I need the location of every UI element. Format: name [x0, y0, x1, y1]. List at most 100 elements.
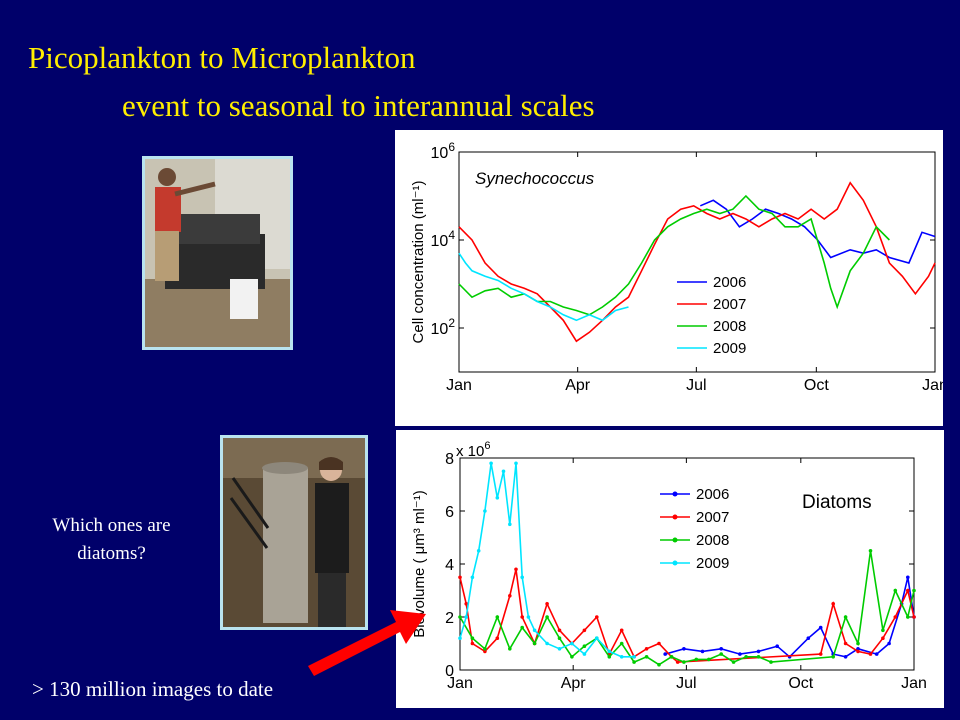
chart-annotation: Diatoms: [802, 492, 872, 513]
series-line-2008: [459, 550, 915, 666]
data-point-2008: [458, 615, 462, 619]
x-tick-label: Apr: [565, 377, 591, 394]
data-point-2008: [682, 660, 686, 664]
data-point-2008: [520, 625, 524, 630]
data-point-2007: [906, 588, 910, 593]
data-point-2007: [893, 615, 898, 619]
data-point-2008: [582, 644, 587, 648]
data-point-2009: [476, 549, 481, 553]
data-point-2009: [532, 628, 537, 633]
data-point-2007: [843, 641, 848, 646]
data-point-2007: [856, 649, 860, 654]
data-point-2009: [570, 641, 574, 646]
data-point-2009: [489, 461, 493, 466]
data-point-2008: [508, 647, 512, 651]
legend-label-2007: 2007: [696, 509, 729, 526]
data-point-2007: [831, 602, 835, 606]
series-line-2007: [459, 569, 915, 663]
data-point-2007: [458, 575, 462, 580]
y-tick-label: 2: [445, 610, 454, 627]
data-point-2008: [669, 655, 674, 659]
instrument-photo-1: [142, 156, 293, 350]
legend-marker-2008: [672, 537, 678, 543]
synechococcus-chart: Jan Apr Jul Oct Jan 102 104 106 Cell concentrati…: [410, 140, 943, 394]
data-point-2007: [495, 636, 500, 640]
series-line-2006: [664, 577, 915, 658]
slide-title-line1: Picoplankton to Microplankton: [28, 40, 416, 75]
data-point-2007: [881, 636, 885, 640]
data-point-2008: [893, 588, 898, 593]
y-tick-label: 102: [431, 316, 456, 338]
data-point-2006: [719, 647, 723, 651]
legend-label-2007: 2007: [713, 296, 746, 313]
data-point-2009: [483, 509, 487, 513]
data-point-2008: [657, 662, 661, 667]
image-count-note: > 130 million images to date: [32, 677, 274, 701]
data-point-2007: [514, 567, 518, 572]
data-point-2009: [470, 575, 475, 580]
data-point-2009: [501, 469, 506, 474]
data-point-2008: [881, 628, 885, 633]
data-point-2008: [906, 615, 910, 619]
data-point-2006: [843, 655, 848, 659]
data-point-2006: [700, 649, 705, 654]
x-tick-label: Jan: [447, 675, 473, 692]
data-point-2008: [619, 641, 624, 646]
data-point-2009: [458, 636, 462, 640]
x-tick-label: Oct: [804, 377, 829, 394]
plot-frame: [458, 151, 936, 373]
red-arrow: [308, 610, 426, 676]
data-point-2007: [818, 652, 823, 656]
data-point-2006: [856, 647, 860, 651]
legend-label-2009: 2009: [713, 340, 746, 357]
data-point-2006: [738, 652, 742, 656]
data-point-2008: [707, 657, 711, 662]
data-point-2008: [532, 641, 537, 646]
data-point-2008: [769, 660, 773, 664]
data-point-2008: [495, 615, 500, 619]
data-point-2007: [595, 615, 599, 619]
data-point-2007: [557, 628, 562, 633]
y-tick-label: 8: [445, 451, 454, 468]
x-tick-label: Jan: [446, 377, 472, 394]
data-point-2008: [632, 660, 636, 664]
data-point-2007: [644, 647, 649, 651]
data-point-2006: [874, 652, 879, 656]
y-multiplier: x 106: [456, 440, 490, 460]
data-point-2009: [545, 641, 549, 646]
series-line-2007: [458, 181, 936, 343]
data-point-2008: [868, 549, 873, 553]
data-point-2006: [663, 652, 667, 656]
data-point-2009: [607, 649, 612, 654]
data-point-2009: [595, 636, 599, 640]
question-line2: diatoms?: [77, 543, 146, 564]
series-line-2009: [459, 463, 635, 658]
data-point-2008: [744, 655, 748, 659]
synechococcus-chart-panel: Jan Apr Jul Oct Jan 102 104 106 Cell concentrati…: [395, 130, 943, 426]
data-point-2007: [619, 628, 624, 633]
data-point-2006: [818, 625, 823, 630]
data-point-2008: [644, 655, 649, 659]
data-point-2008: [856, 641, 860, 646]
data-point-2009: [632, 655, 636, 659]
y-tick-label: 104: [431, 228, 456, 250]
legend-label-2006: 2006: [713, 274, 746, 291]
data-point-2007: [868, 652, 873, 656]
x-tick-label: Jan: [901, 675, 927, 692]
legend-marker-2007: [672, 514, 678, 520]
y-axis-label: Cell concentration (ml⁻¹): [410, 181, 427, 344]
data-point-2006: [682, 647, 686, 651]
instrument-photo-2: [220, 435, 368, 630]
data-point-2008: [570, 655, 574, 659]
data-point-2009: [582, 652, 587, 656]
y-axis-label: Biovolume ( μm³ ml⁻¹): [411, 490, 428, 637]
data-point-2007: [675, 660, 680, 664]
data-point-2008: [912, 588, 916, 593]
data-point-2007: [464, 602, 468, 606]
diatoms-chart-panel: Jan Apr Jul Oct Jan 0 2 4 6 8 x 106 Biovolume ( μm³…: [396, 430, 944, 708]
data-point-2006: [756, 649, 761, 654]
data-point-2009: [508, 522, 512, 527]
data-point-2009: [464, 615, 468, 619]
x-tick-label: Apr: [561, 675, 587, 692]
data-point-2007: [657, 641, 661, 646]
